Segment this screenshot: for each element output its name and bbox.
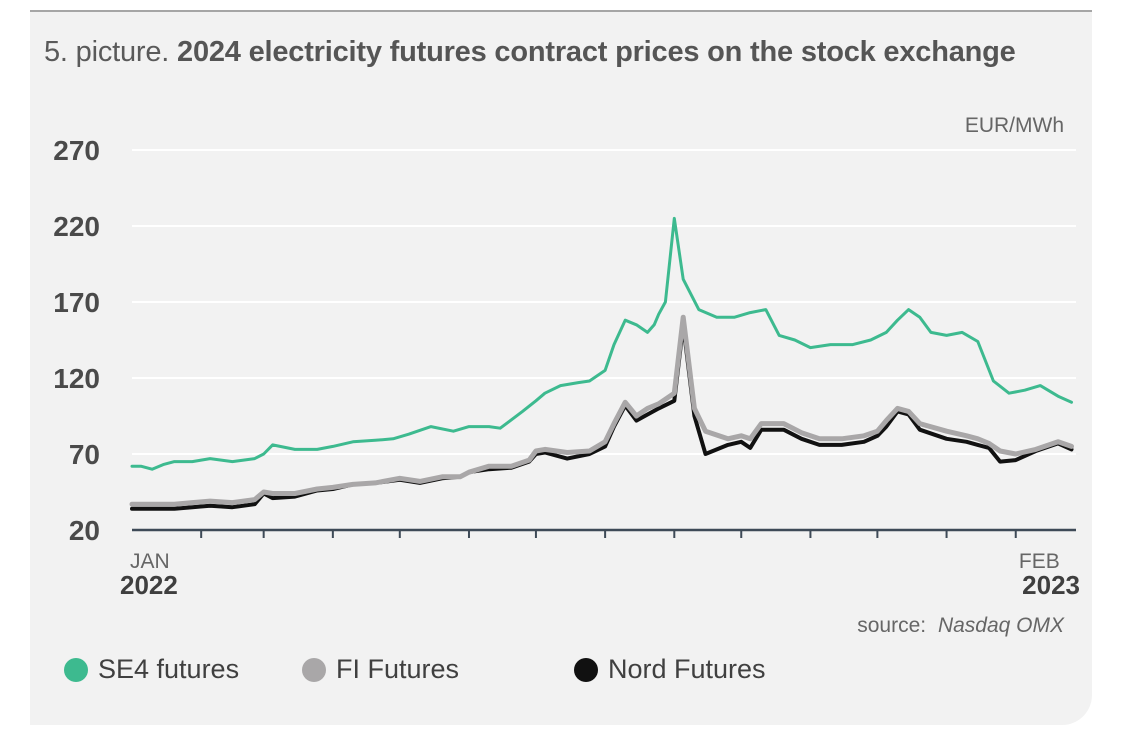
legend-swatch-nord: [574, 657, 598, 682]
title-prefix: 5. picture.: [44, 36, 170, 68]
y-tick-label: 120: [53, 363, 100, 394]
x-tick-label-month: FEB: [1019, 550, 1060, 573]
chart-card: [30, 10, 1092, 725]
legend-item-fi: FI Futures: [302, 654, 459, 685]
y-tick-label: 70: [69, 439, 100, 470]
legend-swatch-se4: [64, 657, 88, 682]
legend-label-nord: Nord Futures: [608, 654, 766, 684]
y-tick-label: 220: [53, 211, 100, 242]
y-tick-label: 170: [53, 287, 100, 318]
legend-item-nord: Nord Futures: [574, 654, 766, 685]
y-axis-ticks: 20 70 120 170 220 270: [53, 135, 100, 546]
source-note: source: Nasdaq OMX: [857, 614, 1065, 637]
legend-swatch-fi: [302, 657, 326, 682]
title-main: 2024 electricity futures contract prices…: [177, 36, 1016, 68]
series-line-fi: [129, 314, 1074, 507]
x-tick-label-month: JAN: [130, 550, 170, 573]
gridlines: [132, 149, 1076, 455]
chart-title: 5. picture. 2024 electricity futures con…: [44, 36, 1016, 69]
y-tick-label: 20: [69, 515, 100, 546]
source-label: source:: [857, 614, 926, 637]
unit-label: EUR/MWh: [965, 114, 1064, 137]
x-tick-label-year: 2022: [120, 570, 178, 600]
source-name: Nasdaq OMX: [938, 614, 1065, 637]
series-lines: [129, 216, 1074, 511]
legend-label-se4: SE4 futures: [98, 654, 240, 684]
legend-label-fi: FI Futures: [336, 654, 460, 684]
series-line-nord: [130, 322, 1074, 511]
legend-item-se4: SE4 futures: [64, 654, 239, 685]
y-tick-label: 270: [53, 135, 100, 166]
x-tick-label-year: 2023: [1022, 570, 1080, 600]
series-line-se4: [130, 216, 1073, 471]
